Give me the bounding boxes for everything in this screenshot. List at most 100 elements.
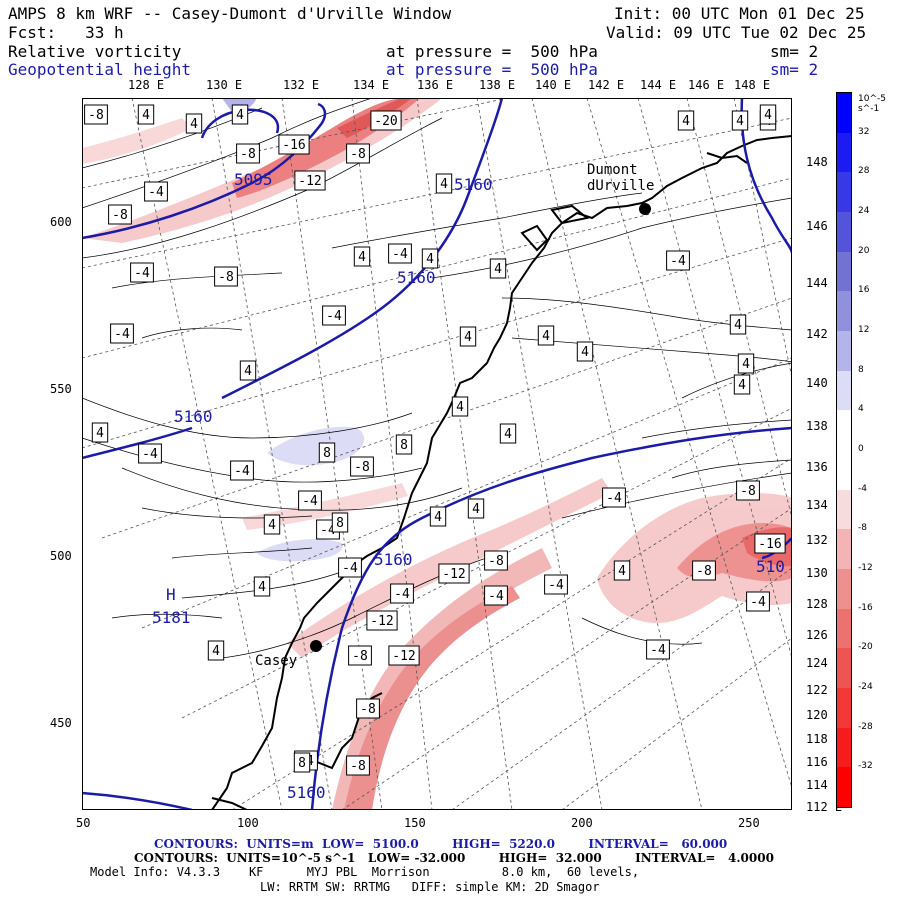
vorticity-value: -8 <box>352 649 368 664</box>
vorticity-value-box: -8 <box>236 143 260 164</box>
right-lon-label: 134 E <box>806 498 843 512</box>
height-contour-5160 <box>310 426 792 810</box>
vorticity-value: 8 <box>336 516 344 531</box>
height-contours <box>82 98 792 810</box>
right-lon-label: 136 E <box>806 460 843 474</box>
colorbar-tick-label: 20 <box>858 245 870 256</box>
vorticity-value-box: -4 <box>646 639 670 660</box>
top-lon-label: 142 E <box>588 78 625 92</box>
vorticity-value-box: -4 <box>666 250 690 271</box>
vorticity-value-box: 4 <box>137 104 155 125</box>
vorticity-value-box: -12 <box>438 563 470 584</box>
vorticity-value: -8 <box>218 270 234 285</box>
vorticity-value: 4 <box>426 252 434 267</box>
vorticity-value-box: 4 <box>576 341 594 362</box>
vorticity-value-box: 4 <box>451 396 469 417</box>
colorbar-segment <box>837 489 851 530</box>
vorticity-value-box: -4 <box>544 574 568 595</box>
vorticity-value: -4 <box>148 185 164 200</box>
right-lon-label: 142 E <box>806 327 843 341</box>
coastline <box>211 135 792 810</box>
vorticity-value: 4 <box>742 357 750 372</box>
vorticity-value: 4 <box>358 250 366 265</box>
field1-smoothing: sm= 2 <box>770 42 819 61</box>
top-lon-label: 130 E <box>206 78 243 92</box>
map-plot: 5095 5160 5160 5160 5160 5160 510 5181 H… <box>82 98 792 810</box>
vorticity-value-box: 4 <box>253 576 271 597</box>
colorbar-tick-label: -28 <box>858 721 873 732</box>
height-label: 5160 <box>174 407 213 426</box>
colorbar-tick-label: -8 <box>858 523 867 534</box>
colorbar-segment <box>837 529 851 569</box>
vorticity-value: -4 <box>234 464 250 479</box>
colorbar-segment <box>837 767 851 807</box>
colorbar-tick-label: 12 <box>858 325 870 335</box>
vorticity-value: 4 <box>244 364 252 379</box>
x-axis-label: 200 <box>571 816 593 830</box>
vorticity-value: -20 <box>374 114 397 129</box>
vorticity-value-box: 4 <box>185 113 203 134</box>
stations: Dumont dUrville Casey <box>255 162 654 669</box>
station-casey-marker <box>310 640 322 652</box>
positive-vorticity-patch <box>267 426 365 466</box>
vorticity-value: 4 <box>190 117 198 132</box>
vorticity-value-box: -4 <box>322 305 346 326</box>
negative-vorticity-core <box>344 586 520 810</box>
vorticity-value: 4 <box>494 262 502 277</box>
colorbar-tick-label: 16 <box>858 285 870 296</box>
vorticity-value: 4 <box>142 108 150 123</box>
vorticity-value: -4 <box>392 247 408 262</box>
top-lon-label: 148 E <box>734 78 771 92</box>
vorticity-value: -8 <box>740 484 756 499</box>
y-axis-label: 450 <box>50 716 72 730</box>
vorticity-value-box: -8 <box>692 560 716 581</box>
vorticity-value-box: -4 <box>602 487 626 508</box>
vorticity-value-box: -8 <box>108 204 132 225</box>
vorticity-value: 4 <box>734 318 742 333</box>
vorticity-value: -4 <box>134 266 150 281</box>
vorticity-value: 8 <box>323 446 331 461</box>
y-axis-label: 550 <box>50 382 72 396</box>
vorticity-value: -12 <box>392 649 415 664</box>
map-frame <box>82 98 792 810</box>
top-lon-label: 138 E <box>479 78 516 92</box>
vorticity-value-box: -4 <box>230 460 254 481</box>
right-lon-label: 116 E <box>806 755 843 769</box>
vorticity-value-box: -20 <box>370 110 402 131</box>
negative-vorticity-band <box>242 483 408 530</box>
vorticity-value-box: -8 <box>356 698 380 719</box>
colorbar-tick-label: -32 <box>858 761 873 772</box>
vorticity-value-box: 4 <box>733 374 751 395</box>
vorticity-value: -4 <box>302 494 318 509</box>
colorbar-unit-label: 10^-5 s^-1 <box>858 94 886 114</box>
vorticity-value-box: 4 <box>737 353 755 374</box>
vorticity-value-box: 4 <box>759 104 777 125</box>
vorticity-value-box: -4 <box>110 323 134 344</box>
vorticity-value-box: -4 <box>390 583 414 604</box>
right-lon-label: 138 E <box>806 419 843 433</box>
vorticity-value: 4 <box>682 114 690 129</box>
vorticity-value-box: 4 <box>459 326 477 347</box>
colorbar-segment <box>837 410 851 450</box>
model-title: AMPS 8 km WRF -- Casey-Dumont d'Urville … <box>8 4 452 23</box>
field2-name: Geopotential height <box>8 60 192 79</box>
vorticity-value: -8 <box>360 702 376 717</box>
vorticity-value-box: -8 <box>346 143 370 164</box>
vorticity-value: 4 <box>212 644 220 659</box>
physics-info: LW: RRTM SW: RRTMG DIFF: simple KM: 2D S… <box>260 880 600 894</box>
vorticity-value-box: -12 <box>294 170 326 191</box>
colorbar-tick-label: 4 <box>858 404 864 415</box>
vorticity-value-box: 4 <box>91 422 109 443</box>
vorticity-value-box: -8 <box>214 266 238 287</box>
top-lon-label: 132 E <box>283 78 320 92</box>
vorticity-value-box: -4 <box>130 262 154 283</box>
colorbar <box>836 92 852 808</box>
vorticity-value-box: 8 <box>293 752 311 773</box>
colorbar-segment <box>837 687 851 728</box>
vorticity-value-box: 4 <box>239 360 257 381</box>
positive-vorticity-patch <box>257 539 343 562</box>
field2-level: at pressure = 500 hPa <box>386 60 598 79</box>
vorticity-value-box: -12 <box>366 610 398 631</box>
vorticity-value: 4 <box>738 378 746 393</box>
vorticity-value: 4 <box>268 518 276 533</box>
